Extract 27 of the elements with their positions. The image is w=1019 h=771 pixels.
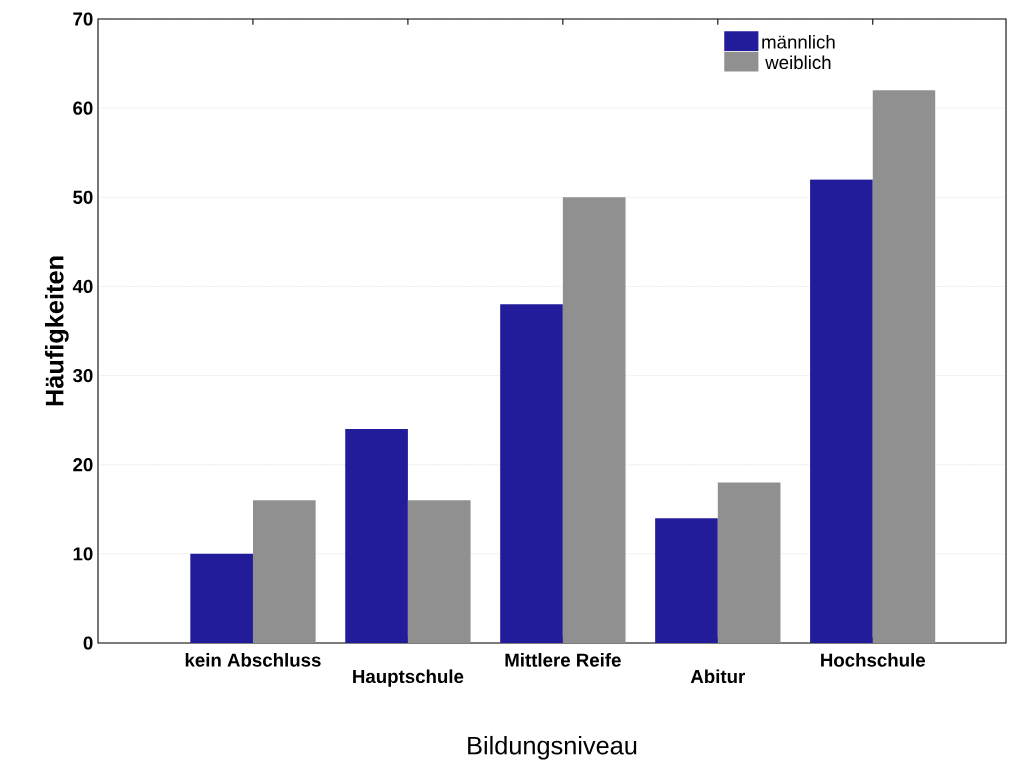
y-tick-label: 30 <box>72 368 93 383</box>
bar <box>190 553 253 643</box>
x-tick-label: Mittlere Reife <box>505 653 621 667</box>
y-tick-label: 70 <box>73 12 93 26</box>
legend-label: weiblich <box>765 55 831 70</box>
y-axis-title: Häufigkeiten <box>44 256 69 406</box>
bar <box>500 304 563 643</box>
bar <box>345 429 408 643</box>
x-axis-title: Bildungsniveau <box>468 735 637 760</box>
bar <box>252 500 316 643</box>
bar <box>717 482 781 643</box>
x-tick-label: Hochschule <box>821 653 926 667</box>
y-tick-label: 0 <box>83 636 93 650</box>
y-tick-label: 50 <box>73 190 93 204</box>
bar <box>562 197 626 643</box>
y-tick-label: 20 <box>73 458 93 472</box>
bar <box>407 500 471 643</box>
bar <box>810 179 873 643</box>
x-tick-label: Hauptschule <box>353 669 464 687</box>
bar <box>872 90 936 643</box>
bar <box>655 518 718 643</box>
y-tick-label: 40 <box>72 279 93 294</box>
x-tick-label: kein Abschluss <box>185 653 321 667</box>
x-tick-label: Abitur <box>690 669 746 684</box>
y-tick-label: 60 <box>73 101 93 115</box>
legend-label: männlich <box>762 34 835 49</box>
y-tick-label: 10 <box>73 547 93 561</box>
